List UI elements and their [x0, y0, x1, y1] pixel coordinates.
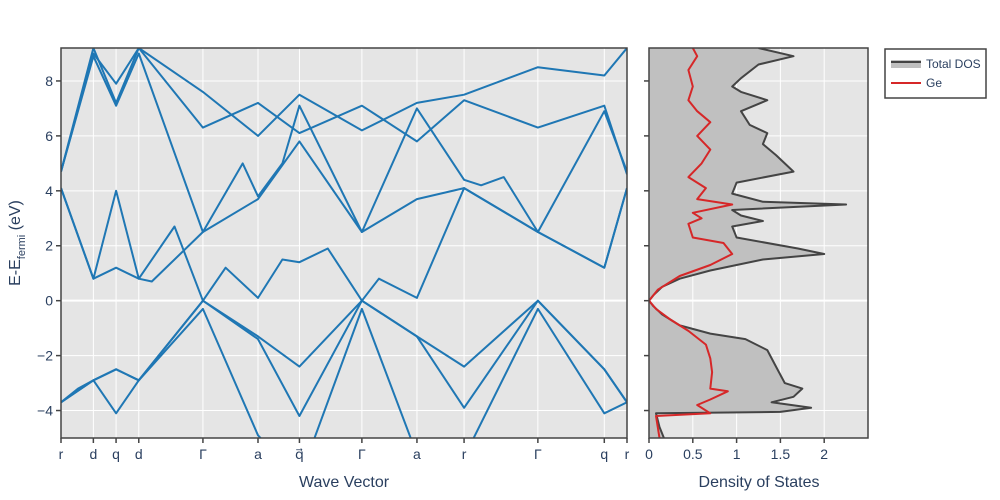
- dos-line-1: [649, 48, 848, 438]
- dos-series: [649, 48, 848, 438]
- band-line-6: [61, 52, 627, 233]
- band-y-tick-label: −2: [37, 348, 53, 364]
- dos-x-tick-label: 0: [645, 446, 653, 462]
- y-axis-title-subscript: fermi: [16, 235, 28, 259]
- band-x-tick-label: a: [413, 446, 421, 462]
- dos-panel: 0 0.5 1 1.5 2 Density of States: [644, 47, 869, 491]
- band-x-tick-label: q⃗: [295, 446, 304, 462]
- dos-line-2: [649, 48, 734, 438]
- dos-x-tick-label: 1: [733, 446, 741, 462]
- band-x-tick-label: d: [89, 446, 97, 462]
- legend-item-ge: Ge: [891, 76, 942, 90]
- band-y-tick-label: 6: [45, 128, 53, 144]
- band-plot-frame: [60, 47, 628, 439]
- legend-item-total-dos: Total DOS: [891, 57, 981, 71]
- band-y-tick-label: 8: [45, 73, 53, 89]
- band-grid: [60, 48, 628, 438]
- band-y-ticks: −4 −2 0 2 4 6 8: [37, 73, 61, 419]
- y-axis-title-unit: (eV): [7, 200, 24, 235]
- band-line-8: [61, 48, 627, 172]
- band-line-3: [61, 299, 627, 404]
- legend-swatch-total-dos: [891, 60, 921, 68]
- band-y-tick-label: 2: [45, 238, 53, 254]
- dos-x-ticks: 0 0.5 1 1.5 2: [645, 438, 828, 462]
- band-line-7: [61, 48, 627, 175]
- band-x-tick-label: d: [135, 446, 143, 462]
- band-x-axis-title: Wave Vector: [299, 474, 390, 491]
- dos-x-axis-title: Density of States: [699, 474, 820, 491]
- band-x-tick-label: q: [112, 446, 120, 462]
- dos-x-tick-label: 1.5: [771, 446, 791, 462]
- band-y-tick-label: −4: [37, 403, 53, 419]
- dos-area-1: [649, 48, 847, 438]
- legend-label-total-dos: Total DOS: [926, 57, 981, 71]
- band-x-tick-label: r: [462, 446, 467, 462]
- dos-plot-frame: [648, 47, 869, 439]
- legend-label-ge: Ge: [926, 76, 942, 90]
- y-axis-title-main: E-E: [7, 259, 24, 286]
- band-x-tick-label: Γ: [358, 446, 366, 462]
- band-x-tick-label: Γ: [534, 446, 542, 462]
- band-x-tick-label: r: [59, 446, 64, 462]
- band-x-tick-label: a: [254, 446, 262, 462]
- band-line-1: [61, 307, 627, 438]
- band-x-tick-label: q: [600, 446, 608, 462]
- band-lines: [61, 48, 627, 438]
- band-plot-background: [61, 48, 627, 438]
- band-y-axis-title: E-Efermi (eV): [7, 200, 28, 286]
- band-y-tick-label: 4: [45, 183, 53, 199]
- dos-x-tick-label: 2: [820, 446, 828, 462]
- band-x-tick-label: Γ: [199, 446, 207, 462]
- legend: Total DOS Ge: [884, 48, 987, 99]
- dos-x-tick-label: 0.5: [683, 446, 703, 462]
- band-x-tick-label: r: [625, 446, 630, 462]
- band-line-5: [61, 187, 627, 302]
- legend-box: [884, 48, 987, 99]
- dos-y-ticks: [644, 80, 649, 412]
- band-y-tick-label: 0: [45, 293, 53, 309]
